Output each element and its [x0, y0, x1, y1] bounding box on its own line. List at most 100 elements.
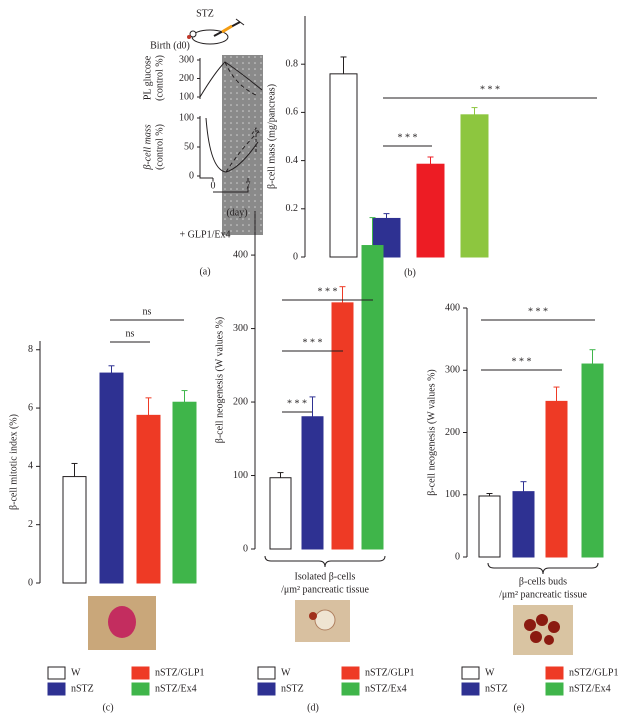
significance-label: * * *	[287, 398, 307, 409]
bar	[512, 491, 535, 558]
significance-label: ns	[126, 328, 135, 339]
y-tick-label: 8	[28, 344, 33, 355]
schematic: STZ Birth (d0) (day) + GLP1/Ex4 (a) PL g…	[142, 8, 263, 277]
significance-label: * * *	[398, 132, 418, 143]
legend-swatch	[257, 666, 276, 680]
y-tick-label: 0.8	[286, 58, 299, 69]
legend-swatch	[257, 682, 276, 696]
brace	[264, 555, 386, 568]
birth-label: Birth (d0)	[150, 40, 190, 51]
legend-swatch	[341, 682, 360, 696]
day-label: (day)	[226, 207, 247, 218]
y-tick-label: 2	[28, 519, 33, 530]
bar	[301, 416, 324, 550]
bar	[460, 114, 489, 258]
legend-swatch	[47, 682, 66, 696]
legend-label: nSTZ	[281, 683, 304, 694]
x-axis-label: /μm² pancreatic tissue	[281, 584, 369, 595]
legend-swatch	[47, 666, 66, 680]
panel-label: (c)	[102, 702, 113, 713]
mass-axis-label: (control %)	[154, 124, 165, 170]
y-tick-label: 100	[233, 470, 248, 481]
y-tick-label: 0	[293, 251, 298, 262]
legend-label: nSTZ/GLP1	[569, 667, 618, 678]
bar	[136, 414, 161, 584]
y-axis-label: β-cell neogenesis (W values %)	[426, 369, 437, 496]
tick-label: 100	[179, 112, 194, 123]
legend-swatch	[131, 666, 150, 680]
y-tick-label: 0	[28, 577, 33, 588]
bar	[416, 163, 445, 258]
tick-label: 100	[179, 91, 194, 102]
significance-label: * * *	[480, 84, 500, 95]
glucose-axis-label: PL glucose	[142, 55, 153, 100]
y-tick-label: 400	[445, 302, 460, 313]
brace	[487, 562, 599, 575]
tick-label: 0	[211, 180, 216, 191]
mass-curve	[205, 117, 259, 173]
x-axis-label: Isolated β-cells	[295, 571, 356, 582]
glucose-treated-curve	[224, 61, 257, 96]
tick-label: 300	[179, 54, 194, 65]
legend-swatch	[341, 666, 360, 680]
drug-label: STZ	[196, 8, 214, 19]
x-axis-label: /μm² pancreatic tissue	[499, 589, 587, 600]
tick-label: 7	[246, 180, 251, 191]
bar	[478, 495, 501, 558]
photo-cell	[314, 609, 336, 631]
photo	[513, 605, 573, 655]
y-axis-label: β-cell neogenesis (W values %)	[214, 317, 225, 444]
photo-cell	[309, 612, 317, 620]
legend-label: W	[485, 667, 495, 678]
panel-label: (b)	[404, 267, 416, 278]
legend-swatch	[461, 682, 480, 696]
legend-swatch	[461, 666, 480, 680]
legend-label: W	[71, 667, 81, 678]
mass-axis-label: β-cell mass	[142, 124, 153, 170]
bar	[269, 477, 292, 550]
legend-swatch	[545, 682, 564, 696]
bar	[581, 363, 604, 558]
mouse-icon	[187, 18, 245, 45]
legend-swatch	[131, 682, 150, 696]
y-tick-label: 0.6	[286, 107, 299, 118]
significance-label: * * *	[318, 286, 338, 297]
y-tick-label: 0.2	[286, 203, 299, 214]
significance-label: * * *	[303, 337, 323, 348]
tick-label: 50	[184, 141, 194, 152]
bar	[545, 400, 568, 558]
significance-label: * * *	[512, 356, 532, 367]
treatment-label: + GLP1/Ex4	[180, 229, 231, 240]
y-tick-label: 0.4	[286, 155, 299, 166]
y-tick-label: 4	[28, 461, 33, 472]
y-axis-label: β-cell mitotic index (%)	[8, 414, 19, 510]
photos	[88, 596, 573, 655]
legend-label: nSTZ/Ex4	[569, 683, 611, 694]
y-tick-label: 0	[243, 543, 248, 554]
panel-label: (e)	[513, 702, 524, 713]
y-tick-label: 6	[28, 402, 33, 413]
tick-label: 200	[179, 73, 194, 84]
bar	[329, 73, 358, 258]
legend-label: nSTZ/Ex4	[155, 683, 197, 694]
significance-label: ns	[143, 306, 152, 317]
glucose-axis-label: (control %)	[154, 55, 165, 101]
y-tick-label: 200	[233, 396, 248, 407]
y-axis-label: β-cell mass (mg/pancreas)	[266, 84, 277, 189]
photo-cell	[108, 606, 136, 638]
legend-swatch	[545, 666, 564, 680]
y-tick-label: 100	[445, 489, 460, 500]
tick-label: 0	[189, 170, 194, 181]
bar	[361, 245, 384, 550]
bar	[99, 372, 124, 584]
legend-label: W	[281, 667, 291, 678]
panel-label: (a)	[199, 266, 210, 277]
y-tick-label: 300	[445, 365, 460, 376]
panel-label: (d)	[307, 702, 319, 713]
y-tick-label: 200	[445, 427, 460, 438]
legend-label: nSTZ/GLP1	[155, 667, 204, 678]
mass-arrow	[251, 127, 261, 152]
legend-label: nSTZ	[485, 683, 508, 694]
legend-label: nSTZ/Ex4	[365, 683, 407, 694]
